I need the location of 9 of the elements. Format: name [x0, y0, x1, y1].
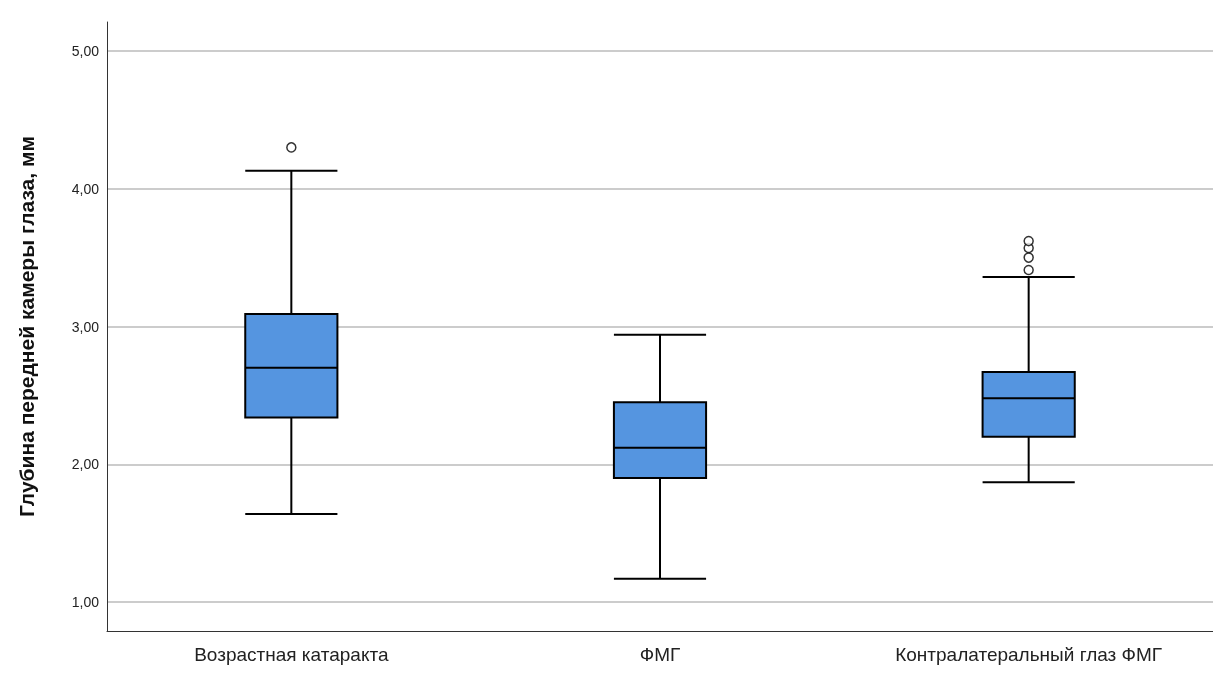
- y-axis-title: Глубина передней камеры глаза, мм: [15, 135, 38, 518]
- y-tick-label: 1,00: [71, 594, 100, 611]
- y-tick-label: 4,00: [71, 180, 100, 197]
- y-tick-label: 5,00: [71, 42, 100, 59]
- y-tick-label: 3,00: [71, 318, 100, 335]
- x-tick-label: ФМГ: [639, 644, 681, 665]
- y-tick-label: 2,00: [71, 456, 100, 473]
- x-tick-label: Контралатеральный глаз ФМГ: [895, 644, 1163, 665]
- x-tick-label: Возрастная катаракта: [194, 644, 389, 665]
